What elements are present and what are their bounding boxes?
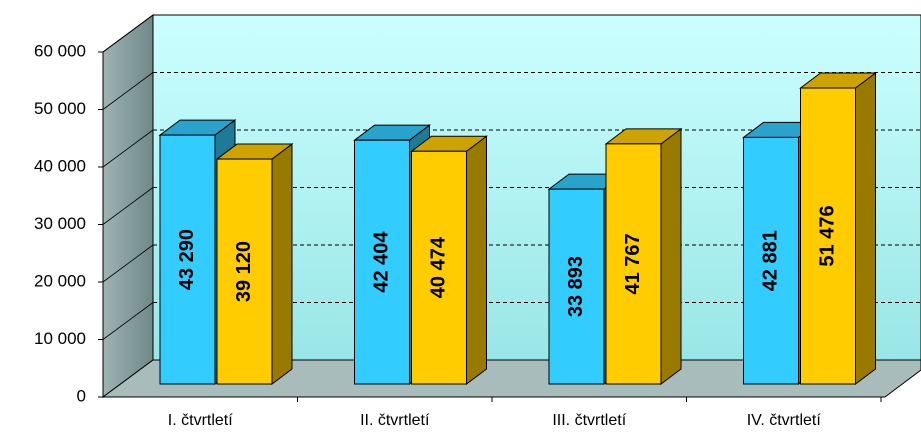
- bar: [605, 143, 662, 385]
- y-tick-label: 0: [77, 386, 86, 405]
- x-tick-label: III. čtvrtletí: [552, 412, 626, 429]
- bar-side: [466, 135, 487, 385]
- data-label: 33 893: [565, 256, 587, 317]
- y-tick-label: 50 000: [34, 99, 86, 118]
- grid-line: [102, 129, 154, 168]
- bar-side: [660, 127, 682, 385]
- grid-line: [102, 302, 154, 340]
- grid-line: [102, 14, 154, 53]
- grid-line: [102, 244, 154, 283]
- x-tick-label: II. čtvrtletí: [360, 412, 430, 429]
- data-label: 40 474: [427, 236, 449, 298]
- y-tick-label: 20 000: [34, 271, 86, 290]
- bar-side: [271, 143, 293, 385]
- y-tick-label: 60 000: [34, 41, 86, 60]
- grid-line: [102, 187, 154, 225]
- data-label: 51 476: [816, 205, 838, 266]
- data-label: 39 120: [233, 241, 255, 302]
- bar-side: [855, 72, 876, 385]
- y-tick-label: 40 000: [34, 156, 86, 175]
- y-tick-label: 10 000: [34, 329, 86, 348]
- bar: [354, 139, 410, 385]
- data-label: 42 881: [759, 230, 781, 291]
- bar: [800, 87, 856, 385]
- bar: [743, 136, 799, 385]
- bar: [548, 188, 605, 385]
- y-tick-label: 30 000: [34, 214, 86, 233]
- grid-line: [102, 72, 154, 110]
- x-tick-label: IV. čtvrtletí: [747, 412, 822, 429]
- bar: [159, 134, 216, 385]
- bar: [216, 158, 273, 385]
- data-label: 42 404: [370, 231, 392, 293]
- x-tick-label: I. čtvrtletí: [168, 412, 233, 429]
- data-label: 41 767: [622, 233, 644, 294]
- bar: [411, 150, 467, 385]
- data-label: 43 290: [176, 229, 198, 290]
